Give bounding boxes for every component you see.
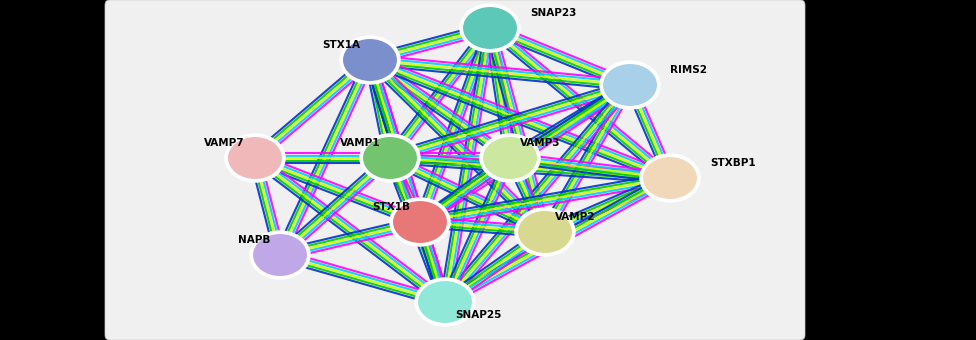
Text: STX1A: STX1A — [322, 40, 360, 50]
Text: NAPB: NAPB — [237, 235, 270, 245]
Ellipse shape — [227, 136, 283, 180]
Ellipse shape — [360, 134, 420, 182]
Ellipse shape — [602, 63, 658, 107]
Ellipse shape — [362, 136, 418, 180]
Ellipse shape — [340, 36, 400, 84]
Text: SNAP23: SNAP23 — [530, 8, 577, 18]
Ellipse shape — [250, 231, 310, 279]
Ellipse shape — [462, 6, 518, 50]
Ellipse shape — [417, 280, 473, 324]
Ellipse shape — [252, 233, 308, 277]
Ellipse shape — [482, 136, 538, 180]
Ellipse shape — [390, 198, 450, 246]
Ellipse shape — [517, 210, 573, 254]
Ellipse shape — [480, 134, 540, 182]
Text: STXBP1: STXBP1 — [710, 158, 755, 168]
Ellipse shape — [600, 61, 660, 109]
Text: VAMP7: VAMP7 — [204, 138, 245, 148]
Text: VAMP2: VAMP2 — [555, 212, 595, 222]
Ellipse shape — [460, 4, 520, 52]
Text: RIMS2: RIMS2 — [670, 65, 707, 75]
Ellipse shape — [415, 278, 475, 326]
Ellipse shape — [642, 156, 698, 200]
Text: STX1B: STX1B — [372, 202, 410, 212]
Text: VAMP3: VAMP3 — [520, 138, 560, 148]
Ellipse shape — [342, 38, 398, 82]
Ellipse shape — [515, 208, 575, 256]
Text: VAMP1: VAMP1 — [340, 138, 380, 148]
Ellipse shape — [392, 200, 448, 244]
Ellipse shape — [225, 134, 285, 182]
Ellipse shape — [640, 154, 700, 202]
FancyBboxPatch shape — [105, 0, 805, 340]
Text: SNAP25: SNAP25 — [455, 310, 502, 320]
